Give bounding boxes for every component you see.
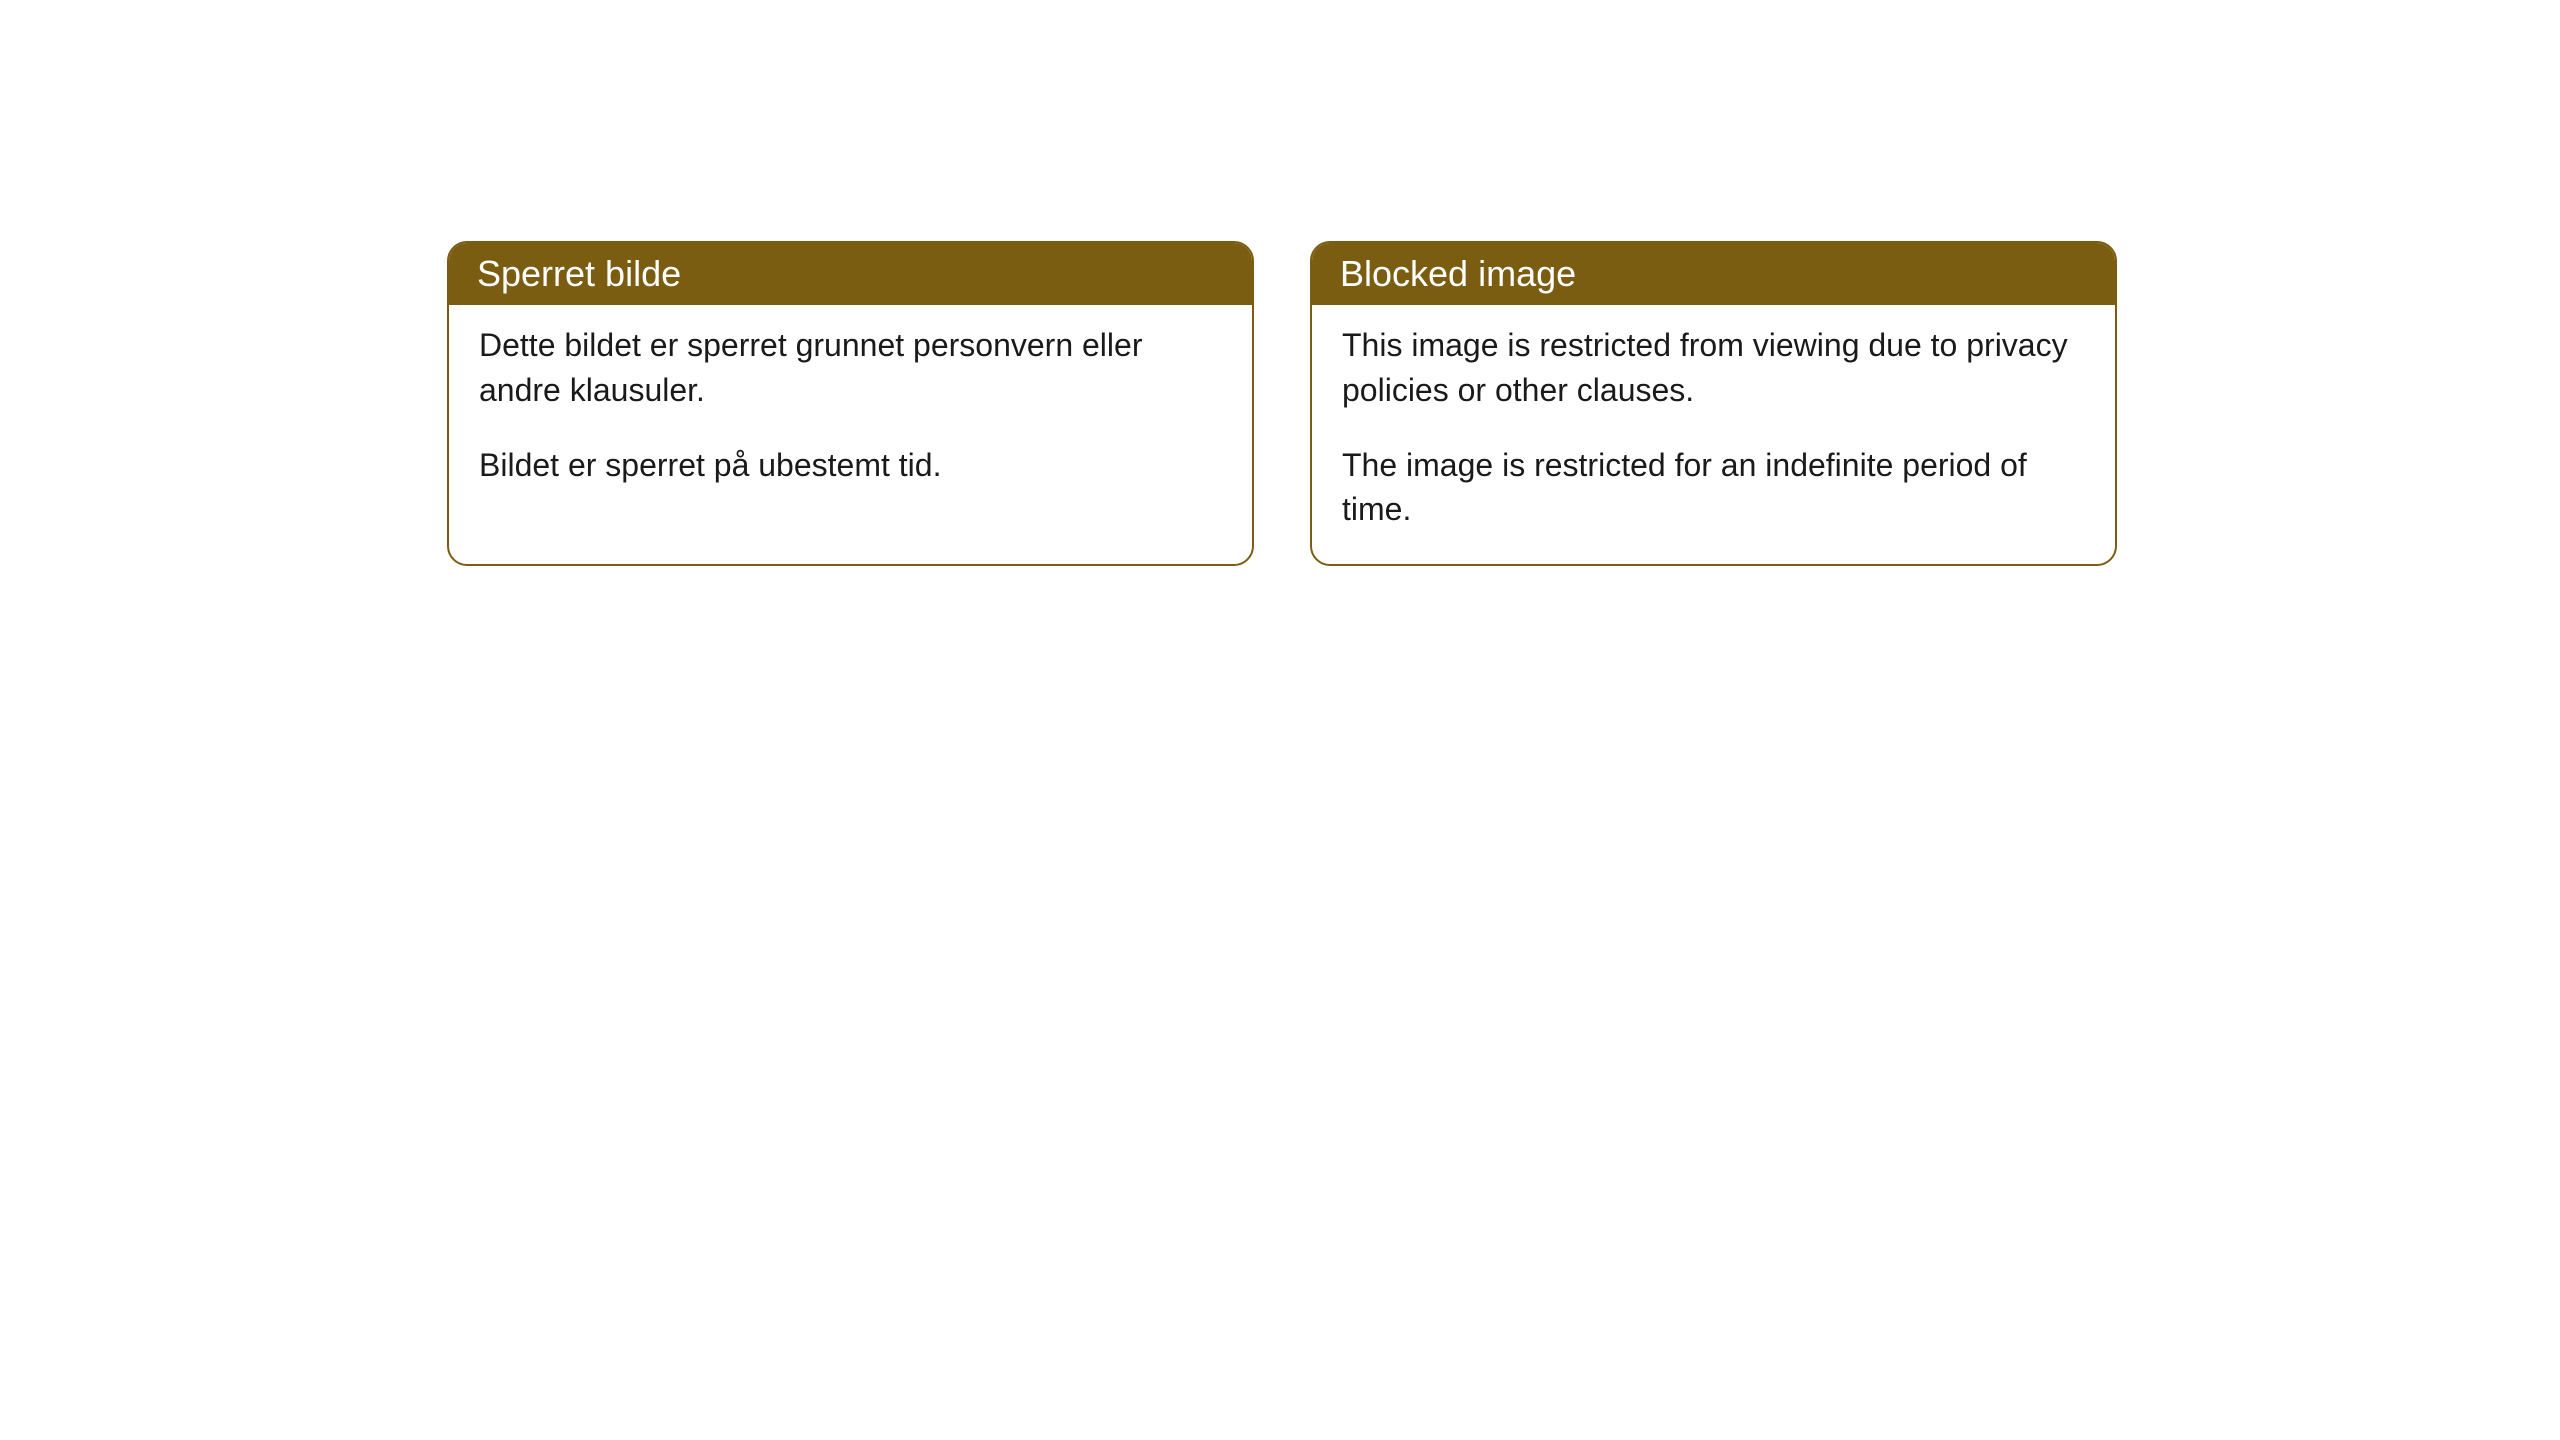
card-body-english: This image is restricted from viewing du…	[1312, 305, 2115, 564]
card-body-norwegian: Dette bildet er sperret grunnet personve…	[449, 305, 1252, 519]
card-header-english: Blocked image	[1312, 243, 2115, 305]
card-title-norwegian: Sperret bilde	[477, 253, 681, 294]
card-paragraph-1-norwegian: Dette bildet er sperret grunnet personve…	[479, 323, 1222, 413]
card-paragraph-1-english: This image is restricted from viewing du…	[1342, 323, 2085, 413]
blocked-image-card-norwegian: Sperret bilde Dette bildet er sperret gr…	[447, 241, 1254, 566]
cards-container: Sperret bilde Dette bildet er sperret gr…	[447, 241, 2117, 566]
card-header-norwegian: Sperret bilde	[449, 243, 1252, 305]
card-title-english: Blocked image	[1340, 253, 1576, 294]
card-paragraph-2-norwegian: Bildet er sperret på ubestemt tid.	[479, 443, 1222, 488]
blocked-image-card-english: Blocked image This image is restricted f…	[1310, 241, 2117, 566]
card-paragraph-2-english: The image is restricted for an indefinit…	[1342, 443, 2085, 533]
